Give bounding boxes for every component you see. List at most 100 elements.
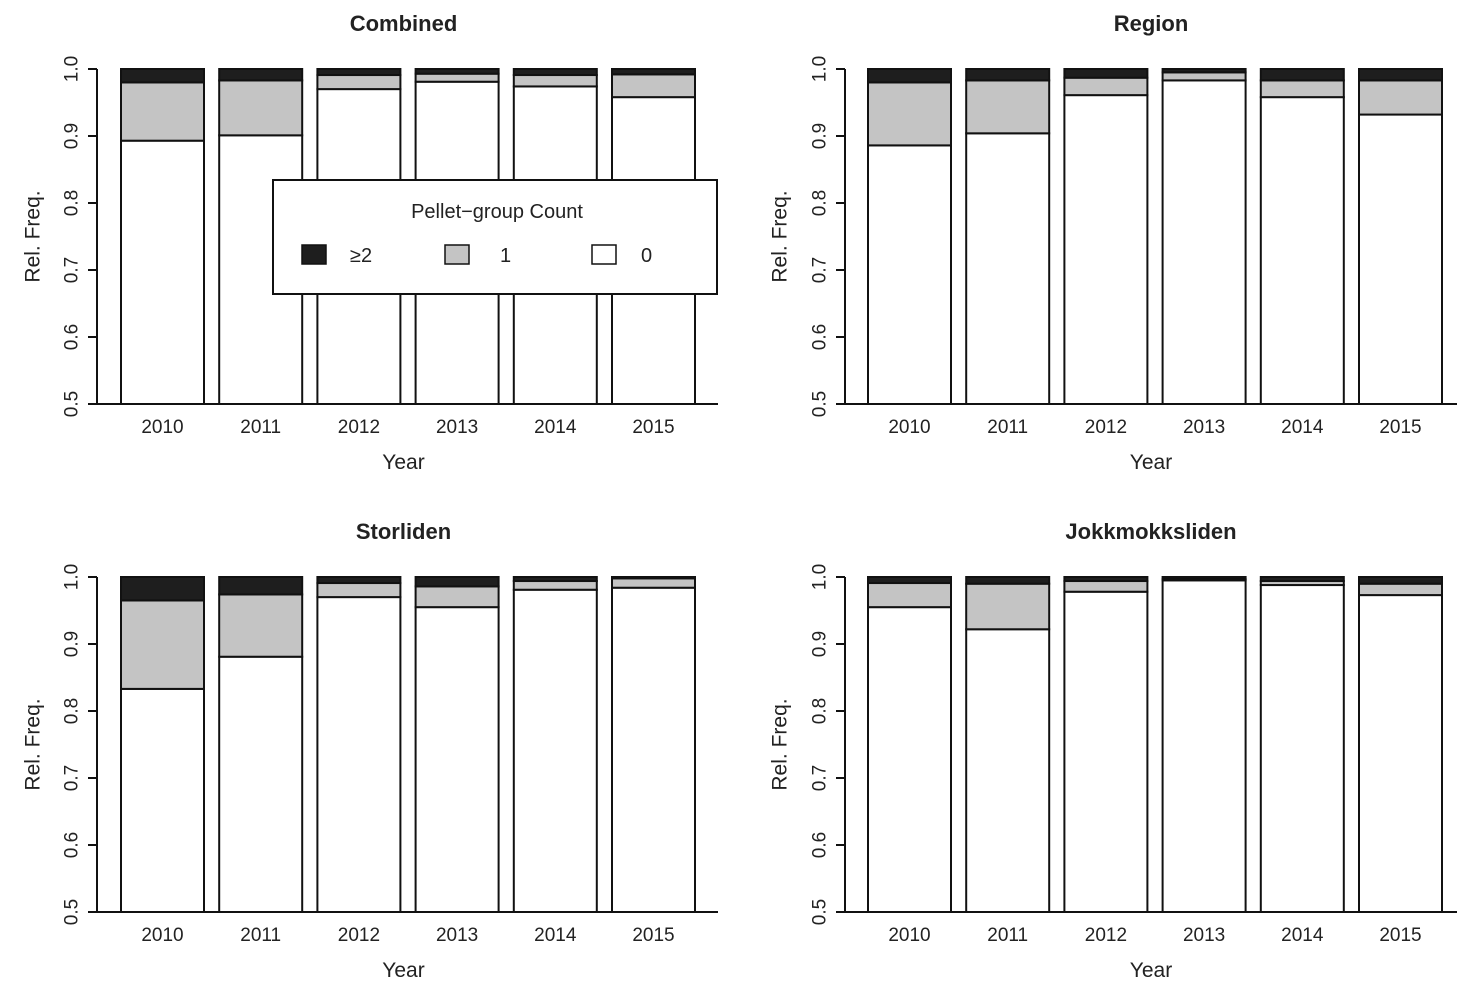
bar-segment-one-2013 (414, 585, 500, 609)
legend: Pellet−group Count ≥2 1 0 (272, 179, 718, 295)
bar-segment-zero-2013 (414, 606, 500, 914)
y-tick-label: 0.9 (810, 631, 831, 657)
bar-segment-zero-2010 (867, 144, 952, 405)
y-tick-label: 0.5 (810, 391, 831, 417)
y-axis-label: Rel. Freq. (22, 698, 45, 790)
legend-swatch-one (444, 244, 470, 265)
x-tick-label: 2013 (1183, 417, 1225, 438)
y-tick-label: 0.9 (62, 631, 83, 657)
y-tick-label: 0.7 (62, 765, 83, 791)
bar-segment-ge2-2011 (965, 576, 1051, 585)
y-tick-label: 0.6 (62, 324, 83, 350)
chart-panel-storliden: Storliden 0.5 0.6 0.7 0.8 0.9 1.0 2010 2011 2012 2… (22, 519, 718, 982)
bars (867, 576, 1443, 914)
y-tick-label: 0.8 (62, 698, 83, 724)
y-tick-label: 0.8 (810, 190, 831, 216)
bar-segment-ge2-2012 (316, 576, 402, 585)
bar-segment-ge2-2013 (414, 576, 500, 588)
x-tick-label: 2012 (338, 417, 380, 438)
y-tick-label: 1.0 (62, 56, 83, 82)
x-tick-label: 2011 (240, 925, 281, 946)
y-tick-label: 0.7 (810, 257, 831, 283)
x-tick-label: 2015 (1379, 925, 1421, 946)
bar-segment-ge2-2012 (316, 68, 402, 77)
x-tick-label: 2014 (1281, 925, 1324, 946)
x-tick-label: 2010 (141, 925, 183, 946)
bar-segment-ge2-2012 (1063, 576, 1149, 583)
x-tick-label: 2013 (1183, 925, 1225, 946)
y-tick-label: 1.0 (810, 564, 831, 590)
bar-segment-ge2-2010 (867, 576, 952, 585)
x-tick-label: 2011 (987, 925, 1028, 946)
y-tick-label: 1.0 (62, 564, 83, 590)
bar-segment-one-2014 (512, 580, 598, 591)
bar-segment-zero-2013 (1161, 79, 1247, 405)
legend-swatch-zero (591, 244, 617, 265)
x-axis-label: Year (1130, 451, 1172, 474)
bar-segment-one-2012 (316, 74, 402, 91)
x-tick-label: 2012 (338, 925, 380, 946)
bar-segment-ge2-2015 (1358, 576, 1443, 585)
y-tick-label: 1.0 (810, 56, 831, 82)
x-tick-label: 2015 (632, 925, 674, 946)
bar-segment-ge2-2013 (414, 68, 500, 75)
y-tick-label: 0.8 (62, 190, 83, 216)
x-tick-label: 2012 (1085, 925, 1127, 946)
x-tick-label: 2010 (888, 925, 930, 946)
bar-segment-ge2-2013 (1161, 576, 1247, 581)
y-tick-label: 0.7 (62, 257, 83, 283)
y-tick-label: 0.5 (62, 899, 83, 925)
legend-box (272, 179, 718, 295)
chart-panels: Combined 0.5 0.6 0.7 0.8 0.9 1.0 2010 2011 2012 20… (22, 11, 1457, 982)
bar-segment-zero-2014 (512, 588, 598, 913)
chart-panel-jokkmokksliden: Jokkmokksliden 0.5 0.6 0.7 0.8 0.9 1.0 2010 2011… (769, 519, 1457, 982)
bar-segment-zero-2014 (1259, 584, 1345, 913)
bar-segment-zero-2010 (120, 139, 205, 405)
chart-panel-combined: Combined 0.5 0.6 0.7 0.8 0.9 1.0 2010 2011 2012 20… (22, 11, 718, 474)
x-axis-label: Year (382, 451, 424, 474)
bar-segment-one-2010 (867, 81, 952, 147)
bar-segment-one-2015 (611, 73, 696, 99)
bar-segment-one-2013 (414, 72, 500, 83)
panel-title: Region (1114, 11, 1189, 36)
bar-segment-zero-2015 (1358, 113, 1443, 405)
x-tick-label: 2015 (632, 417, 674, 438)
bar-segment-one-2011 (965, 582, 1051, 631)
bar-segment-one-2011 (965, 79, 1051, 135)
y-tick-label: 0.5 (62, 391, 83, 417)
x-axis-label: Year (1130, 959, 1172, 982)
bars (120, 576, 696, 914)
x-tick-label: 2014 (1281, 417, 1324, 438)
bar-segment-one-2015 (1358, 582, 1443, 597)
x-axis-label: Year (382, 959, 424, 982)
bar-segment-zero-2012 (1063, 94, 1149, 405)
bar-segment-zero-2013 (1161, 579, 1247, 913)
bar-segment-one-2010 (867, 582, 952, 609)
y-tick-label: 0.6 (810, 832, 831, 858)
bar-segment-zero-2010 (120, 687, 205, 914)
y-tick-label: 0.9 (62, 123, 83, 149)
panel-title: Jokkmokksliden (1065, 519, 1236, 544)
bar-segment-zero-2011 (965, 132, 1051, 405)
x-tick-label: 2013 (436, 925, 478, 946)
y-axis-label: Rel. Freq. (769, 190, 792, 282)
bar-segment-zero-2010 (867, 606, 952, 914)
bar-segment-zero-2011 (965, 628, 1051, 913)
bar-segment-ge2-2011 (218, 68, 304, 82)
bar-segment-ge2-2015 (611, 68, 696, 76)
bar-segment-one-2011 (218, 593, 304, 658)
bar-segment-ge2-2013 (1161, 68, 1247, 74)
bar-segment-one-2015 (611, 577, 696, 589)
bar-segment-ge2-2014 (1259, 576, 1345, 583)
y-tick-label: 0.6 (810, 324, 831, 350)
bar-segment-zero-2012 (1063, 590, 1149, 913)
bar-segment-ge2-2010 (120, 68, 205, 84)
bar-segment-zero-2011 (218, 655, 304, 913)
bar-segment-one-2010 (120, 599, 205, 690)
chart-panel-region: Region 0.5 0.6 0.7 0.8 0.9 1.0 2010 2011 2012 2013… (769, 11, 1457, 474)
bar-segment-one-2014 (1259, 79, 1345, 99)
bar-segment-ge2-2012 (1063, 68, 1149, 79)
bar-segment-one-2014 (512, 74, 598, 88)
bars (867, 68, 1443, 405)
